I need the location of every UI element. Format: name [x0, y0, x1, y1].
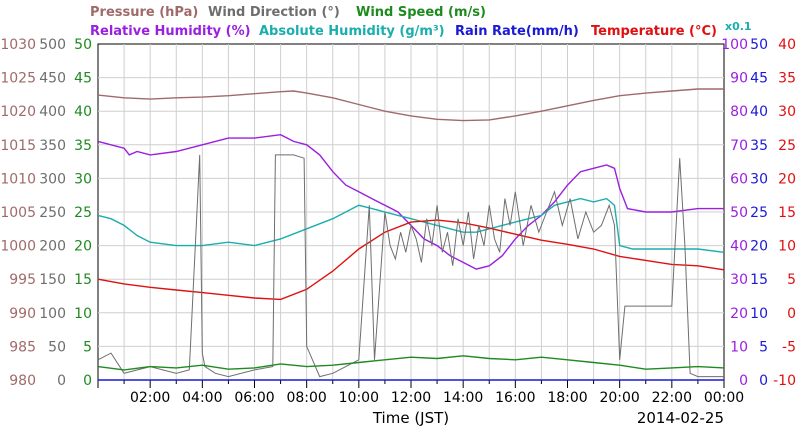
x-tick-label: 02:00 [130, 390, 170, 406]
x-tick-label: 20:00 [599, 390, 639, 406]
temperature-tick-label: 40 [778, 37, 796, 53]
x-axis-title: Time (JST) [372, 409, 449, 427]
wind-speed-tick-label: 25 [74, 205, 92, 221]
x-tick-label: 00:00 [704, 390, 744, 406]
humidity-tick-label: 30 [730, 272, 748, 288]
legend-rain-rate: Rain Rate(mm/h) [455, 24, 579, 39]
wind-speed-tick-label: 40 [74, 104, 92, 120]
x-tick-label: 12:00 [391, 390, 431, 406]
pressure-tick-label: 1005 [0, 205, 36, 221]
wind-direction-tick-label: 500 [39, 37, 66, 53]
legend: Pressure (hPa) Wind Direction (°) Wind S… [90, 5, 752, 39]
temperature-tick-label: 35 [778, 71, 796, 87]
left-axes: 9809859909951000100510101015102010251030… [0, 37, 92, 389]
temperature-tick-label: -10 [773, 373, 796, 389]
pressure-tick-label: 1000 [0, 239, 36, 255]
series-lines [97, 88, 725, 381]
temperature-tick-label: 15 [778, 205, 796, 221]
scale-note: x0.1 [725, 20, 752, 33]
rain-rate-tick-label: 15 [750, 272, 768, 288]
humidity-tick-label: 70 [730, 138, 748, 154]
wind-speed-tick-label: 0 [83, 373, 92, 389]
temperature-tick-label: 5 [787, 272, 796, 288]
pressure-tick-label: 1025 [0, 71, 36, 87]
wind-speed-tick-label: 10 [74, 306, 92, 322]
humidity-tick-label: 90 [730, 71, 748, 87]
temperature-tick-label: 20 [778, 171, 796, 187]
pressure-tick-label: 1015 [0, 138, 36, 154]
humidity-tick-label: 0 [739, 373, 748, 389]
rain-rate-tick-label: 10 [750, 306, 768, 322]
humidity-tick-label: 20 [730, 306, 748, 322]
wind-speed-tick-label: 30 [74, 171, 92, 187]
temperature-tick-label: 25 [778, 138, 796, 154]
x-tick-label: 04:00 [182, 390, 222, 406]
x-tick-label: 16:00 [495, 390, 535, 406]
wind-speed-tick-label: 20 [74, 239, 92, 255]
humidity-tick-label: 40 [730, 239, 748, 255]
wind-direction-tick-label: 100 [39, 306, 66, 322]
pressure-hpa-line [97, 88, 724, 122]
humidity-tick-label: 60 [730, 171, 748, 187]
humidity-tick-label: 100 [721, 37, 748, 53]
legend-relative-humidity: Relative Humidity (%) [90, 24, 251, 39]
wind-direction-tick-label: 350 [39, 138, 66, 154]
rain-rate-tick-label: 25 [750, 205, 768, 221]
rain-rate-tick-label: 30 [750, 171, 768, 187]
pressure-tick-label: 1020 [0, 104, 36, 120]
wind-speed-tick-label: 15 [74, 272, 92, 288]
rain-rate-tick-label: 20 [750, 239, 768, 255]
pressure-tick-label: 980 [9, 373, 36, 389]
x-tick-label: 06:00 [234, 390, 274, 406]
wind-speed-m-s-line [97, 355, 725, 371]
temperature-tick-label: 0 [787, 306, 796, 322]
pressure-tick-label: 1010 [0, 171, 36, 187]
wind-direction-tick-label: 0 [57, 373, 66, 389]
wind-direction-tick-label: 150 [39, 272, 66, 288]
humidity-tick-label: 80 [730, 104, 748, 120]
right-axes: 0102030405060708090100051015202530354045… [721, 37, 796, 389]
pressure-tick-label: 990 [9, 306, 36, 322]
humidity-tick-label: 10 [730, 339, 748, 355]
wind-direction-tick-label: 250 [39, 205, 66, 221]
rain-rate-tick-label: 45 [750, 71, 768, 87]
wind-speed-tick-label: 50 [74, 37, 92, 53]
wind-direction-tick-label: 200 [39, 239, 66, 255]
rain-rate-tick-label: 50 [750, 37, 768, 53]
legend-wind-speed: Wind Speed (m/s) [356, 5, 486, 20]
temperature-tick-label: 10 [778, 239, 796, 255]
rain-rate-tick-label: 5 [759, 339, 768, 355]
wind-direction-tick-label: 300 [39, 171, 66, 187]
pressure-tick-label: 995 [9, 272, 36, 288]
legend-wind-direction: Wind Direction (°) [208, 5, 340, 20]
rain-rate-tick-label: 40 [750, 104, 768, 120]
date-label: 2014-02-25 [637, 409, 724, 427]
pressure-tick-label: 985 [9, 339, 36, 355]
wind-direction-tick-label: 50 [48, 339, 66, 355]
x-tick-label: 18:00 [547, 390, 587, 406]
absolute-humidity-g-m-line [97, 197, 725, 253]
wind-direction-tick-label: 400 [39, 104, 66, 120]
wind-direction-tick-label: 450 [39, 71, 66, 87]
wind-speed-tick-label: 35 [74, 138, 92, 154]
legend-pressure: Pressure (hPa) [90, 5, 198, 20]
x-tick-label: 10:00 [339, 390, 379, 406]
wind-speed-tick-label: 5 [83, 339, 92, 355]
x-tick-label: 14:00 [443, 390, 483, 406]
x-axis: 02:00 04:00 06:00 08:00 10:00 12:00 14:00 16:00… [97, 380, 744, 406]
humidity-tick-label: 50 [730, 205, 748, 221]
x-tick-label: 08:00 [286, 390, 326, 406]
legend-temperature: Temperature (°C) [591, 24, 717, 39]
temperature-c-line [97, 219, 725, 301]
rain-rate-tick-label: 0 [759, 373, 768, 389]
rain-rate-tick-label: 35 [750, 138, 768, 154]
temperature-tick-label: 30 [778, 104, 796, 120]
pressure-tick-label: 1030 [0, 37, 36, 53]
wind-direction-line [97, 154, 724, 378]
x-tick-label: 22:00 [652, 390, 692, 406]
wind-speed-tick-label: 45 [74, 71, 92, 87]
temperature-tick-label: -5 [782, 339, 796, 355]
legend-absolute-humidity: Absolute Humidity (g/m³) [259, 24, 445, 39]
